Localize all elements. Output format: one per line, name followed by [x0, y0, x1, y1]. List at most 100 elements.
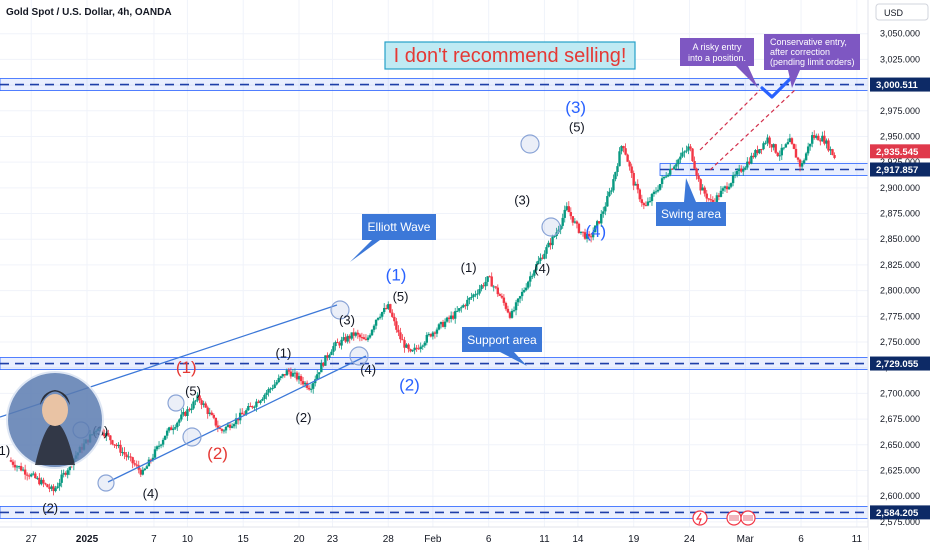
- y-tick-label: 2,775.000: [880, 311, 920, 321]
- price-axis[interactable]: 2,575.000 2,600.000 2,625.000 2,650.000 2,67…: [867, 0, 932, 550]
- candle: [626, 153, 629, 162]
- candle: [257, 399, 260, 404]
- candle: [385, 304, 388, 310]
- candle: [800, 160, 804, 171]
- candle: [372, 324, 376, 333]
- candle: [405, 343, 408, 349]
- candle: [531, 273, 534, 280]
- candle: [758, 149, 761, 155]
- candle: [109, 435, 112, 445]
- y-tick-label: 2,700.000: [880, 388, 920, 398]
- candle: [287, 367, 291, 375]
- candle: [228, 422, 232, 431]
- candle: [735, 168, 739, 178]
- candle: [500, 293, 504, 299]
- candle: [833, 152, 836, 160]
- candle: [409, 348, 412, 353]
- x-tick-label: 15: [238, 534, 250, 545]
- risky-entry-callout[interactable]: A risky entry into a position.: [680, 38, 758, 88]
- candle: [362, 334, 366, 340]
- candle: [366, 335, 370, 342]
- candle: [176, 421, 179, 431]
- conservative-entry-callout[interactable]: Conservative entry, after correction (pe…: [764, 34, 860, 88]
- candle: [478, 284, 481, 296]
- projection-line-risky[interactable]: [699, 89, 761, 151]
- candle: [56, 482, 59, 489]
- candle: [754, 149, 757, 159]
- candle: [664, 172, 668, 179]
- candle: [549, 238, 552, 250]
- candle: [831, 148, 834, 156]
- wave-label: (2): [296, 410, 312, 425]
- candle: [344, 333, 347, 344]
- candle: [253, 405, 256, 410]
- candle: [717, 192, 721, 201]
- candle: [723, 185, 727, 192]
- wave-label: (1): [0, 443, 10, 458]
- candle: [737, 164, 741, 177]
- candle: [817, 133, 820, 141]
- candle: [565, 202, 568, 212]
- candle: [170, 425, 173, 431]
- price-level-tag: 2,917.857: [870, 162, 930, 177]
- wave-label: (1): [275, 345, 291, 360]
- candle: [232, 422, 236, 429]
- candle: [622, 145, 625, 153]
- candle: [208, 407, 211, 417]
- candle: [60, 469, 63, 488]
- candle: [488, 275, 491, 278]
- candle: [725, 182, 729, 194]
- candle: [267, 387, 270, 397]
- candle: [697, 173, 700, 182]
- projection-line-conservative[interactable]: [709, 89, 796, 171]
- candle: [656, 185, 660, 193]
- candle: [772, 143, 775, 151]
- candle: [198, 392, 201, 404]
- time-axis[interactable]: 27 2025 7 10 15 20 23 28 Feb 6 11 14 19 24 Mar 6 11: [0, 526, 868, 550]
- elliott-wave-callout[interactable]: Elliott Wave: [350, 214, 436, 262]
- risky-entry-line-1: A risky entry: [692, 42, 742, 52]
- candle: [691, 148, 694, 162]
- candle: [618, 147, 621, 167]
- candle: [796, 156, 800, 163]
- candle: [356, 329, 360, 339]
- candle: [646, 197, 650, 207]
- candle-series: [9, 130, 836, 496]
- candle: [514, 299, 518, 316]
- candle: [125, 451, 128, 461]
- y-tick-label: 2,925.000: [880, 157, 920, 167]
- candle: [143, 467, 147, 472]
- candle: [658, 183, 662, 191]
- candle: [135, 460, 138, 468]
- candle: [113, 444, 116, 448]
- candle: [303, 381, 307, 388]
- candle: [628, 160, 631, 171]
- swing-area-label: Swing area: [661, 207, 721, 221]
- y-tick-label: 2,575.000: [880, 517, 920, 527]
- candle: [163, 435, 167, 441]
- candle: [376, 317, 380, 321]
- trendline-lower[interactable]: [107, 355, 367, 483]
- wave-circles: [72, 134, 561, 492]
- candle: [277, 374, 280, 384]
- price-level-tag: 3,000.511: [870, 77, 930, 92]
- candle: [247, 402, 250, 411]
- support-area-callout[interactable]: Support area: [462, 327, 542, 366]
- candle: [58, 478, 61, 491]
- candle: [283, 374, 287, 378]
- event-icons[interactable]: [692, 510, 756, 526]
- candle: [429, 333, 433, 338]
- wave-label: (5): [185, 383, 201, 398]
- candle: [652, 189, 656, 197]
- candle: [821, 131, 824, 142]
- swing-area-callout[interactable]: Swing area: [656, 178, 726, 226]
- candle: [11, 459, 15, 468]
- candle: [307, 385, 311, 391]
- candle: [571, 216, 575, 226]
- candle: [48, 483, 51, 493]
- candle: [34, 471, 37, 479]
- wave-label: (3): [514, 192, 530, 207]
- currency-button[interactable]: USD: [875, 3, 929, 21]
- candle: [742, 166, 745, 176]
